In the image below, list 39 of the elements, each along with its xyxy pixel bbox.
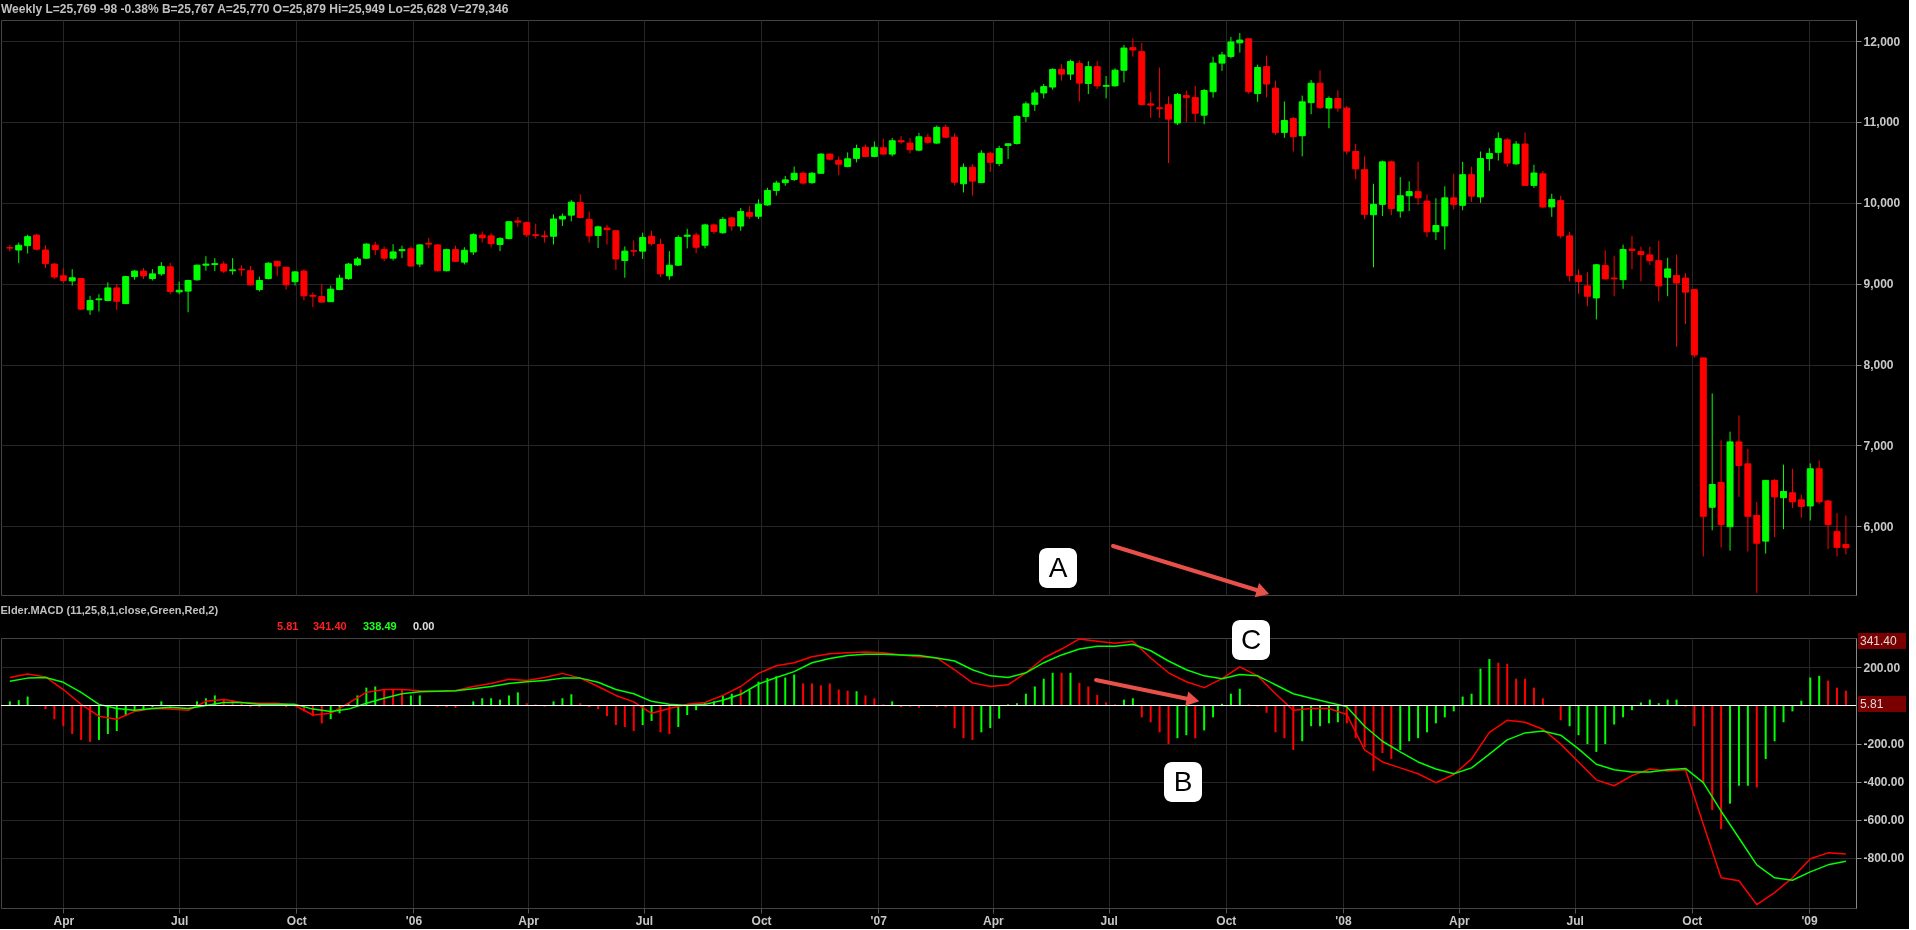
- annotation: B: [1173, 766, 1193, 797]
- chart-title: Weekly L=25,769 -98 -0.38% B=25,767 A=25,770 O=25,879 Hi=25,949 Lo=25,628 V=279,346: [1, 2, 509, 16]
- x-tick-label: Oct: [286, 913, 307, 928]
- x-tick-label: Apr: [982, 913, 1004, 928]
- x-tick-label: '06: [405, 913, 423, 928]
- y-tick-label: -400.00: [1863, 775, 1905, 790]
- y-tick-label: 9,000: [1863, 277, 1894, 292]
- x-tick-label: Oct: [751, 913, 772, 928]
- x-tick-label: Jul: [1566, 913, 1584, 928]
- chart-title: Elder.MACD (11,25,8,1,close,Green,Red,2): [0, 604, 219, 616]
- x-tick-label: Oct: [1682, 913, 1703, 928]
- annotation: A: [1048, 552, 1068, 583]
- annotation: C: [1240, 624, 1262, 655]
- x-tick-label: Jul: [635, 913, 654, 928]
- x-tick-label: '09: [1801, 913, 1818, 928]
- y-tick-label: 11,000: [1863, 115, 1900, 130]
- text: 341.40: [313, 620, 347, 632]
- text: 5.81: [1860, 697, 1884, 711]
- x-tick-label: Apr: [1448, 913, 1470, 928]
- x-tick-label: Apr: [53, 913, 75, 928]
- y-tick-label: 8,000: [1863, 358, 1894, 373]
- text: 338.49: [363, 620, 397, 632]
- text: 0.00: [413, 620, 435, 632]
- y-tick-label: -200.00: [1863, 737, 1905, 752]
- x-tick-label: Jul: [171, 913, 189, 928]
- text: 341.40: [1860, 634, 1898, 648]
- text: 5.81: [277, 620, 299, 632]
- x-tick-label: '08: [1335, 913, 1352, 928]
- x-tick-label: '07: [870, 913, 888, 928]
- y-tick-label: 200.00: [1863, 660, 1901, 675]
- y-tick-label: 10,000: [1863, 196, 1901, 211]
- y-tick-label: -800.00: [1863, 851, 1905, 866]
- x-tick-label: Apr: [518, 913, 540, 928]
- y-tick-label: 6,000: [1863, 519, 1894, 534]
- x-tick-label: Oct: [1216, 913, 1237, 928]
- x-tick-label: Jul: [1100, 913, 1118, 928]
- y-tick-label: -600.00: [1863, 813, 1905, 828]
- y-tick-label: 12,000: [1863, 34, 1901, 49]
- y-tick-label: 7,000: [1863, 438, 1894, 453]
